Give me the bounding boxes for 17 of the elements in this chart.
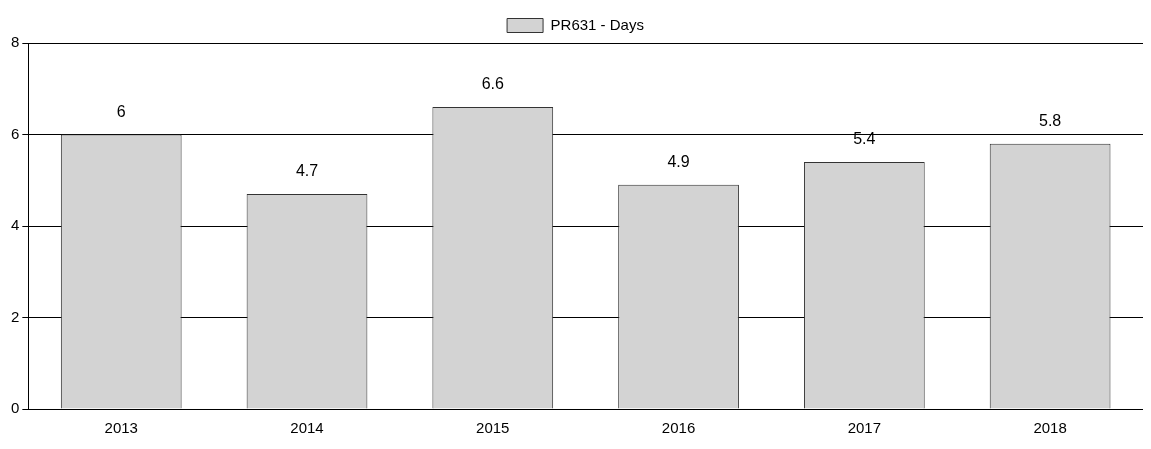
y-tick-label: 6	[11, 124, 20, 142]
data-label: 6	[116, 102, 126, 120]
x-tick-label: 2017	[847, 419, 882, 437]
legend-label: PR631 - Days	[550, 15, 644, 33]
y-tick-label: 8	[11, 33, 20, 51]
x-tick-label: 2013	[104, 419, 138, 437]
data-label: 4.7	[295, 162, 319, 180]
y-tick-label: 2	[11, 307, 20, 325]
x-tick-label: 2018	[1033, 419, 1067, 437]
data-label: 6.6	[481, 75, 504, 93]
y-tick-label: 4	[11, 216, 20, 234]
x-tick-label: 2014	[290, 419, 324, 437]
data-label: 4.9	[667, 153, 690, 171]
data-label: 5.8	[1038, 112, 1062, 130]
x-tick-label: 2016	[661, 419, 696, 437]
y-tick-label: 0	[11, 399, 20, 417]
x-tick-label: 2015	[476, 419, 510, 437]
